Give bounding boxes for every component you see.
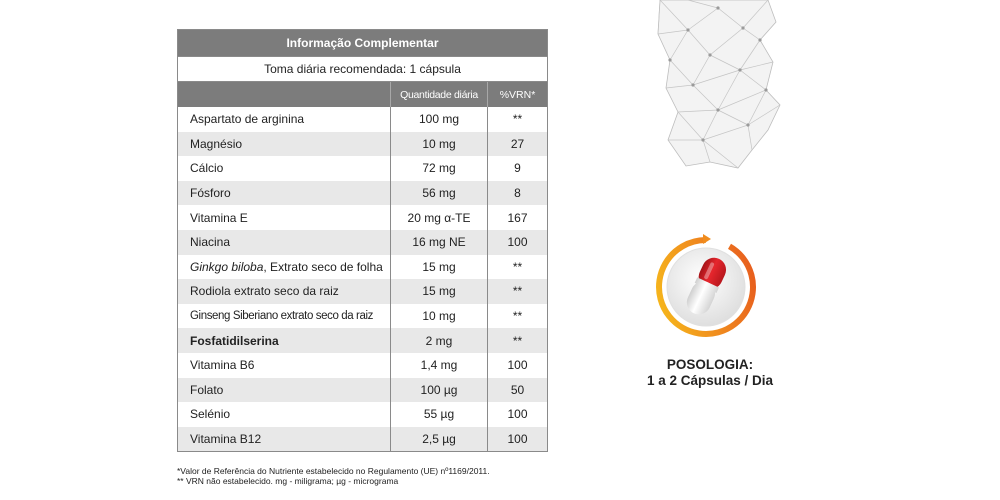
- row-vrn: 100: [487, 352, 547, 378]
- table-row: Fosfatidilserina 2 mg **: [178, 328, 547, 353]
- row-quantity: 72 mg: [390, 156, 487, 181]
- row-vrn: **: [487, 279, 547, 304]
- row-name: Fósforo: [190, 186, 231, 201]
- table-row: Vitamina E 20 mg α-TE 167: [178, 205, 547, 230]
- table-row: Magnésio 10 mg 27: [178, 131, 547, 157]
- row-name: Rodiola extrato seco da raiz: [190, 284, 339, 299]
- column-header-row: Quantidade diária %VRN*: [178, 82, 547, 107]
- row-vrn: **: [487, 107, 547, 132]
- table-row: Folato 100 µg 50: [178, 377, 547, 403]
- row-vrn: 9: [487, 156, 547, 181]
- row-name-italic: Ginkgo biloba: [190, 259, 264, 274]
- table-subtitle: Toma diária recomendada: 1 cápsula: [178, 57, 547, 82]
- row-name: Niacina: [190, 235, 231, 250]
- row-quantity: 20 mg α-TE: [390, 205, 487, 230]
- table-row: Ginseng Siberiano extrato seco da raiz 1…: [178, 303, 547, 329]
- row-name: Fosfatidilserina: [190, 333, 279, 348]
- row-vrn: 8: [487, 180, 547, 206]
- row-name-rest: , Extrato seco de folha: [263, 259, 383, 274]
- row-quantity: 15 mg: [390, 279, 487, 304]
- footnote-units: ** VRN não estabelecido. mg - miligrama;…: [177, 476, 399, 486]
- row-name: Vitamina E: [190, 210, 248, 225]
- row-vrn: 50: [487, 377, 547, 403]
- column-header-vrn: %VRN*: [487, 82, 547, 107]
- table-row: Fósforo 56 mg 8: [178, 180, 547, 206]
- row-quantity: 10 mg: [390, 131, 487, 157]
- table-title: Informação Complementar: [178, 30, 547, 57]
- row-quantity: 15 mg: [390, 254, 487, 280]
- footnote-vrn: *Valor de Referência do Nutriente estabe…: [177, 466, 490, 476]
- row-vrn: 27: [487, 131, 547, 157]
- row-vrn: **: [487, 254, 547, 280]
- footnotes: *Valor de Referência do Nutriente estabe…: [177, 466, 490, 486]
- row-name: Folato: [190, 382, 224, 397]
- row-name: Ginseng Siberiano extrato seco da raiz: [190, 310, 373, 323]
- column-header-name: [178, 82, 390, 107]
- column-header-quantity: Quantidade diária: [390, 82, 487, 107]
- table-row: Cálcio 72 mg 9: [178, 156, 547, 181]
- table-row: Niacina 16 mg NE 100: [178, 229, 547, 255]
- row-quantity: 100 mg: [390, 107, 487, 132]
- row-quantity: 2,5 µg: [390, 426, 487, 452]
- row-name: Cálcio: [190, 161, 224, 176]
- row-vrn: 100: [487, 402, 547, 427]
- row-name: Magnésio: [190, 136, 243, 151]
- posology-block: POSOLOGIA: 1 a 2 Cápsulas / Dia: [620, 357, 800, 389]
- row-vrn: **: [487, 328, 547, 353]
- portugal-polygon-map-icon: [657, 0, 781, 169]
- row-name: Aspartato de arginina: [190, 112, 305, 127]
- row-name: Selénio: [190, 407, 231, 422]
- table-row: Selénio 55 µg 100: [178, 402, 547, 427]
- table-row: Ginkgo biloba, Extrato seco de folha 15 …: [178, 254, 547, 280]
- row-quantity: 100 µg: [390, 377, 487, 403]
- row-quantity: 56 mg: [390, 180, 487, 206]
- row-vrn: 100: [487, 229, 547, 255]
- row-quantity: 16 mg NE: [390, 229, 487, 255]
- posology-dose: 1 a 2 Cápsulas / Dia: [646, 373, 774, 388]
- capsule-icon: [656, 234, 756, 337]
- row-quantity: 55 µg: [390, 402, 487, 427]
- posology-label: POSOLOGIA:: [666, 357, 754, 372]
- table-row: Vitamina B6 1,4 mg 100: [178, 352, 547, 378]
- row-vrn: 167: [487, 205, 547, 230]
- row-name: Vitamina B6: [190, 358, 255, 373]
- table-row: Rodiola extrato seco da raiz 15 mg **: [178, 279, 547, 304]
- row-quantity: 1,4 mg: [390, 352, 487, 378]
- row-name: Ginkgo biloba, Extrato seco de folha: [178, 255, 390, 280]
- table-row: Vitamina B12 2,5 µg 100: [178, 426, 547, 452]
- row-vrn: **: [487, 303, 547, 329]
- nutrition-table: Informação Complementar Toma diária reco…: [177, 29, 548, 453]
- table-row: Aspartato de arginina 100 mg **: [178, 107, 547, 132]
- row-vrn: 100: [487, 426, 547, 452]
- row-name: Vitamina B12: [190, 432, 262, 447]
- row-quantity: 2 mg: [390, 328, 487, 353]
- row-quantity: 10 mg: [390, 303, 487, 329]
